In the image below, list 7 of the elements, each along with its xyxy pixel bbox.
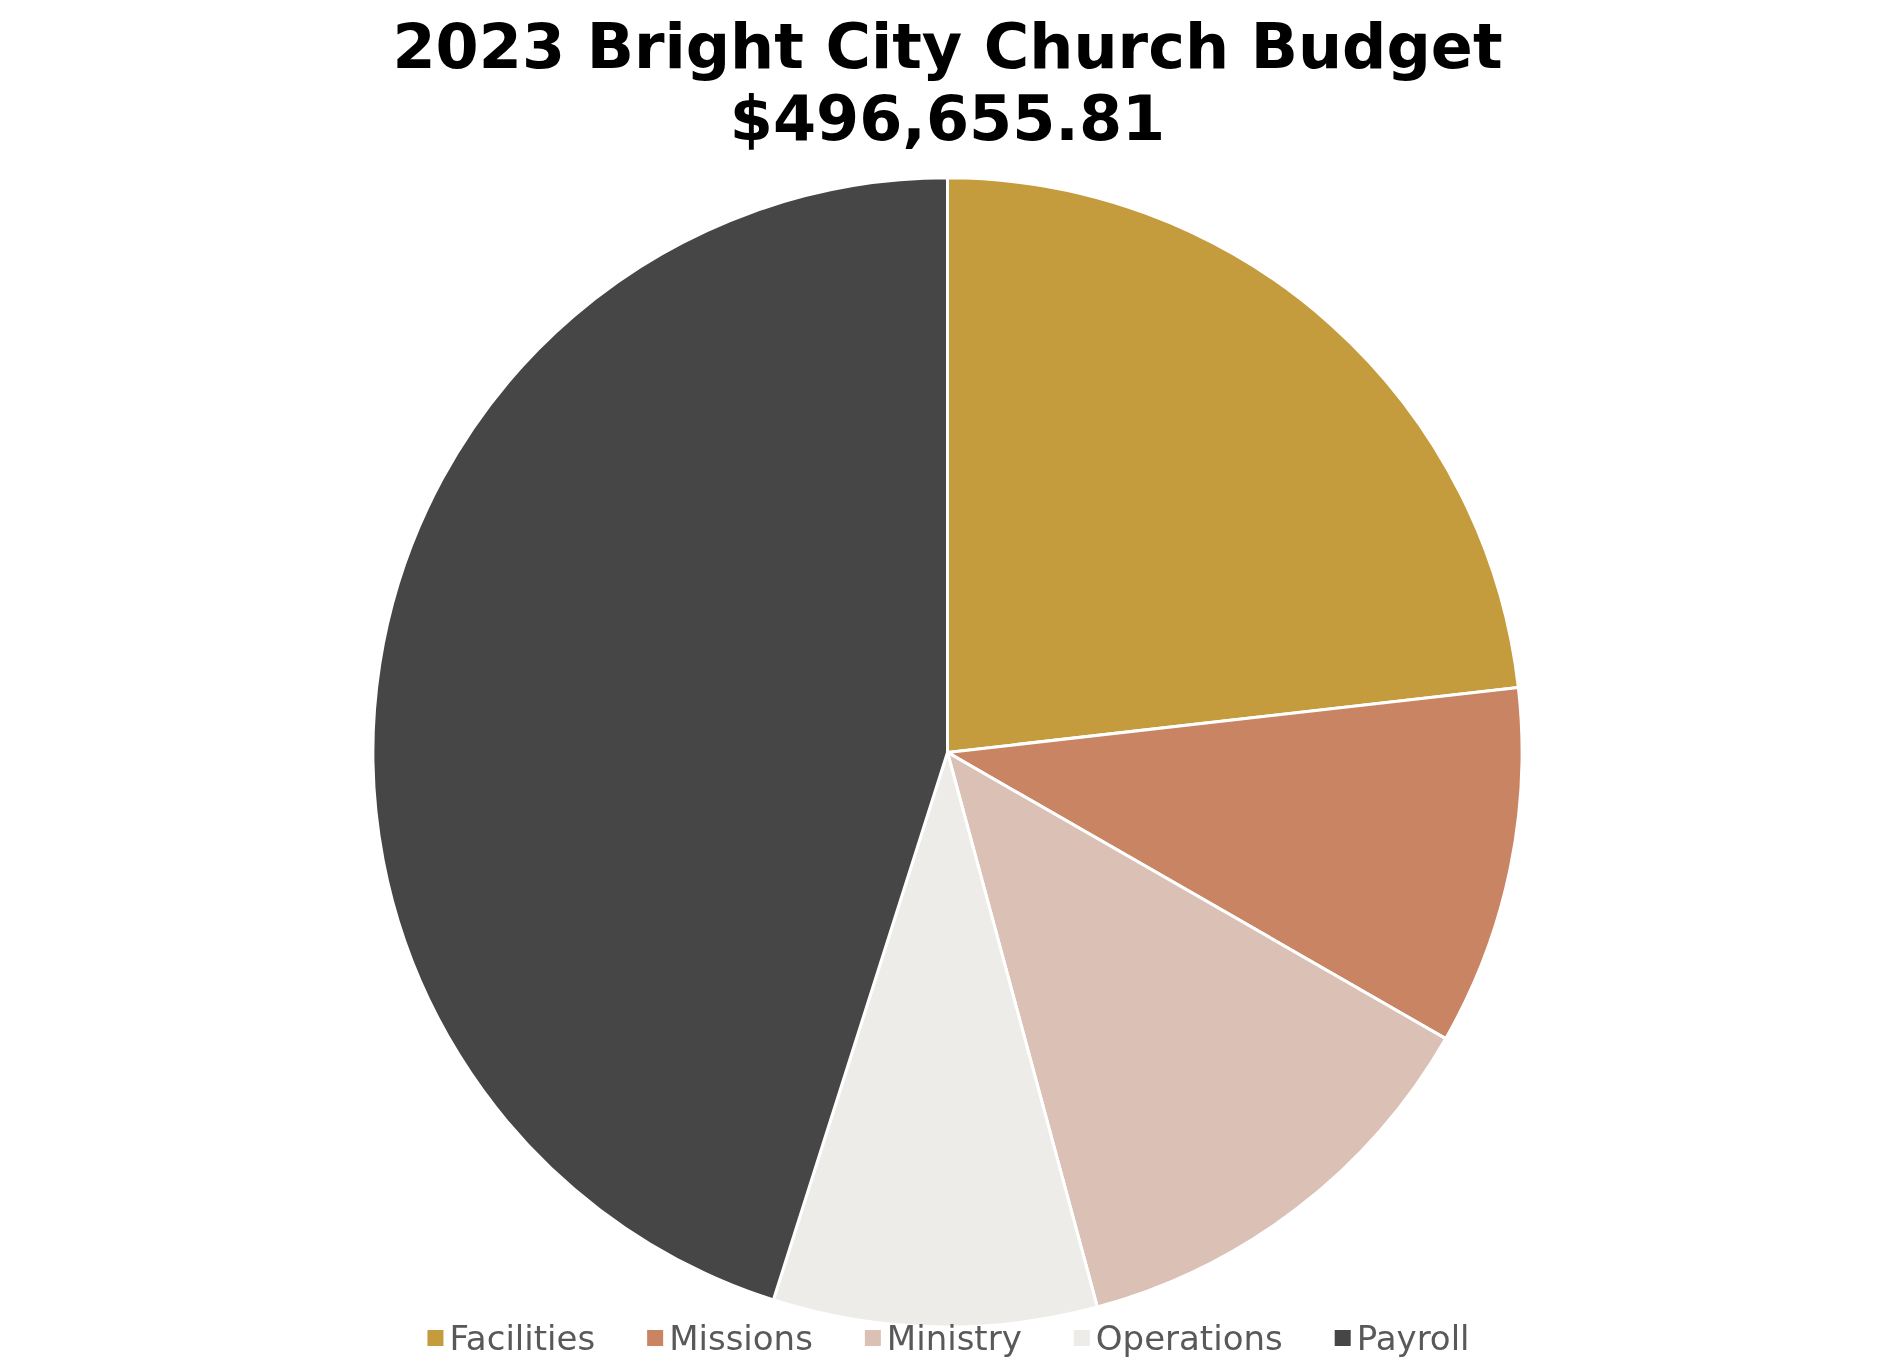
legend-label: Missions bbox=[669, 1318, 813, 1358]
legend-label: Operations bbox=[1095, 1318, 1283, 1358]
legend-label: Facilities bbox=[449, 1318, 596, 1358]
legend-label: Payroll bbox=[1356, 1318, 1470, 1358]
legend-label: Ministry bbox=[886, 1318, 1022, 1358]
chart-subtitle: $496,655.81 bbox=[729, 81, 1166, 155]
chart-title: 2023 Bright City Church Budget bbox=[392, 9, 1503, 83]
